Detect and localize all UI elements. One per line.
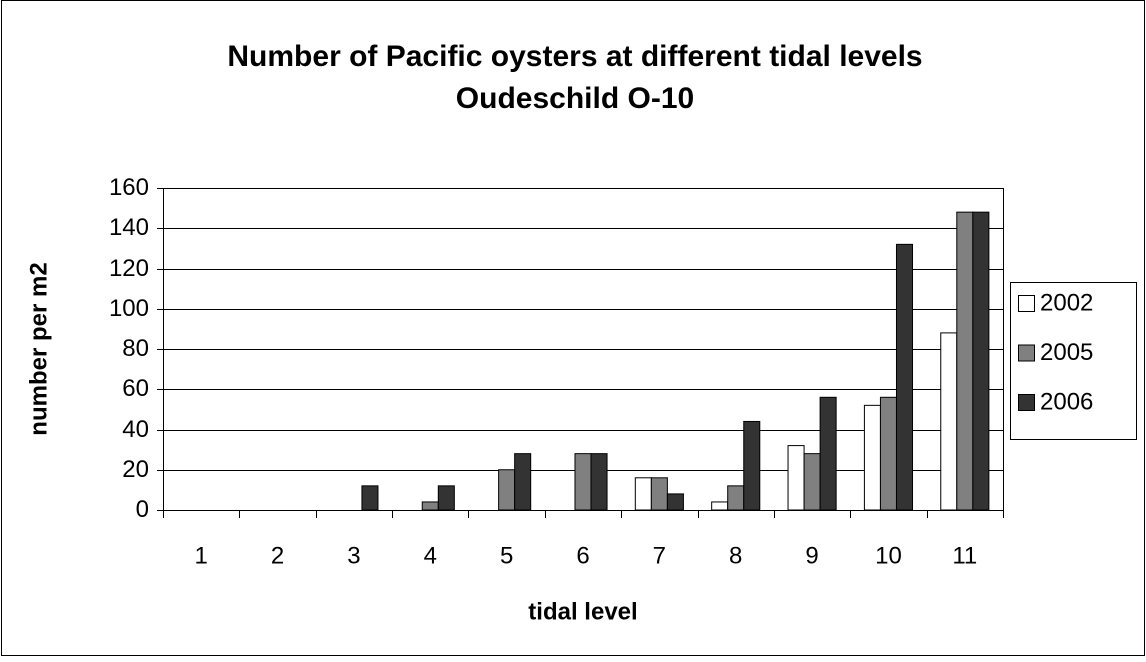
bar [650,477,668,511]
bar [972,211,990,511]
bar [803,453,821,511]
y-tick-label: 60 [122,375,149,402]
y-tick-label: 160 [109,174,149,201]
bar [863,404,881,511]
y-tick-label: 40 [122,416,149,443]
x-tick-label: 2 [271,542,284,569]
y-axis-label: number per m2 [25,262,52,435]
bar [727,485,745,511]
y-tick-label: 80 [122,335,149,362]
legend-label: 2005 [1040,339,1093,366]
bar [787,445,805,511]
x-tick-label: 4 [424,542,437,569]
bar [711,501,729,511]
bar [574,453,592,511]
x-tick-label: 8 [729,542,742,569]
bar [590,453,608,511]
bar [666,493,684,511]
x-tick-label: 5 [500,542,513,569]
y-tick-label: 20 [122,456,149,483]
legend-label: 2006 [1040,388,1093,415]
bar [879,396,897,511]
bar [498,469,516,511]
bar [940,332,958,511]
x-tick-label: 6 [576,542,589,569]
bar [956,211,974,511]
x-tick-label: 11 [952,542,977,569]
x-tick-label: 1 [195,542,208,569]
bar [437,485,455,511]
bar [743,420,761,511]
x-tick-label: 10 [875,542,902,569]
x-tick-label: 9 [805,542,818,569]
chart-title: Number of Pacific oysters at different t… [227,40,922,73]
bar [819,396,837,511]
legend-swatch [1018,295,1035,312]
legend-swatch [1018,394,1035,411]
legend-label: 2002 [1040,289,1093,316]
chart-subtitle: Oudeschild O-10 [456,82,694,115]
x-tick-label: 7 [653,542,666,569]
y-tick-label: 140 [109,214,149,241]
y-tick-label: 120 [109,255,149,282]
bar [895,243,914,511]
x-axis-label: tidal level [528,598,637,625]
bar [421,501,439,511]
legend-swatch [1018,344,1035,362]
x-tick-label: 3 [347,542,360,569]
bar [514,453,532,511]
y-tick-label: 0 [136,496,149,523]
y-tick-label: 100 [109,295,149,322]
bar [361,485,379,511]
bar [634,477,652,511]
